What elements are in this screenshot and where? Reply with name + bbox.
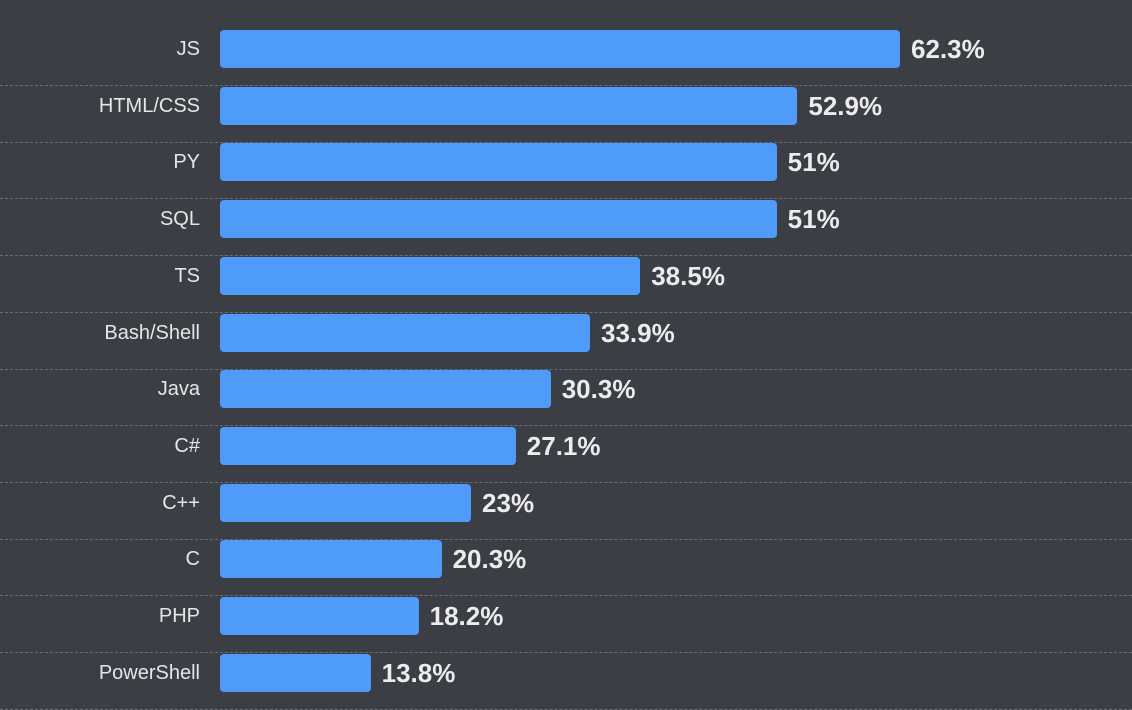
row-separator bbox=[0, 538, 1132, 540]
bar bbox=[220, 653, 371, 692]
row-separator bbox=[0, 652, 1132, 653]
bar bbox=[220, 200, 777, 239]
value-label: 27.1% bbox=[526, 430, 601, 461]
category-label: PowerShell bbox=[98, 661, 200, 684]
category-label: JS bbox=[176, 38, 200, 60]
chart-row: HTML/CSS 52.9% bbox=[0, 86, 1132, 143]
chart-row: PowerShell 13.8% bbox=[0, 653, 1132, 710]
row-separator bbox=[0, 85, 1132, 86]
category-label: TS bbox=[174, 264, 200, 287]
chart-row: C 20.3% bbox=[0, 539, 1132, 597]
value-label: 51% bbox=[787, 204, 840, 235]
row-separator bbox=[0, 255, 1132, 257]
category-label: Java bbox=[157, 378, 200, 401]
category-label: Bash/Shell bbox=[104, 321, 200, 344]
chart-row: Java 30.3% bbox=[0, 369, 1132, 427]
bar bbox=[220, 86, 798, 125]
value-label: 20.3% bbox=[452, 544, 527, 575]
value-label: 62.3% bbox=[911, 34, 985, 64]
category-label: PY bbox=[173, 151, 200, 174]
chart-row: TS 38.5% bbox=[0, 256, 1132, 313]
bar-chart: JS 62.3% HTML/CSS 52.9% PY 51% SQL 51% TS 38.5% Ba… bbox=[0, 29, 1132, 710]
value-label: 38.5% bbox=[651, 260, 725, 291]
bar bbox=[220, 370, 551, 409]
row-separator bbox=[0, 481, 1132, 483]
row-separator bbox=[0, 311, 1132, 313]
bar bbox=[220, 540, 442, 579]
bar bbox=[220, 597, 419, 635]
row-separator bbox=[0, 141, 1132, 143]
value-label: 13.8% bbox=[381, 657, 456, 688]
row-separator bbox=[0, 595, 1132, 597]
chart-row: PHP 18.2% bbox=[0, 596, 1132, 653]
category-label: HTML/CSS bbox=[98, 94, 200, 117]
row-separator bbox=[0, 368, 1132, 370]
category-label: SQL bbox=[159, 208, 200, 231]
value-label: 52.9% bbox=[808, 90, 883, 121]
value-label: 23% bbox=[482, 487, 535, 518]
chart-row: SQL 51% bbox=[0, 199, 1132, 257]
chart-row: JS 62.3% bbox=[0, 29, 1132, 86]
value-label: 18.2% bbox=[429, 601, 504, 631]
category-label: C# bbox=[174, 434, 200, 457]
bar bbox=[220, 30, 900, 68]
row-separator bbox=[0, 198, 1132, 200]
value-label: 51% bbox=[787, 147, 840, 178]
value-label: 33.9% bbox=[601, 317, 675, 348]
value-label: 30.3% bbox=[561, 374, 636, 405]
category-label: C++ bbox=[162, 491, 200, 514]
chart-row: C++ 23% bbox=[0, 483, 1132, 540]
chart-row: Bash/Shell 33.9% bbox=[0, 313, 1132, 370]
bar bbox=[220, 313, 591, 352]
bar bbox=[220, 483, 472, 522]
chart-row: C# 27.1% bbox=[0, 426, 1132, 483]
bar bbox=[220, 426, 516, 465]
category-label: PHP bbox=[158, 605, 200, 627]
row-separator bbox=[0, 425, 1132, 427]
category-label: C bbox=[185, 548, 200, 571]
bar bbox=[220, 256, 641, 295]
chart-row: PY 51% bbox=[0, 142, 1132, 200]
bar bbox=[220, 143, 777, 182]
